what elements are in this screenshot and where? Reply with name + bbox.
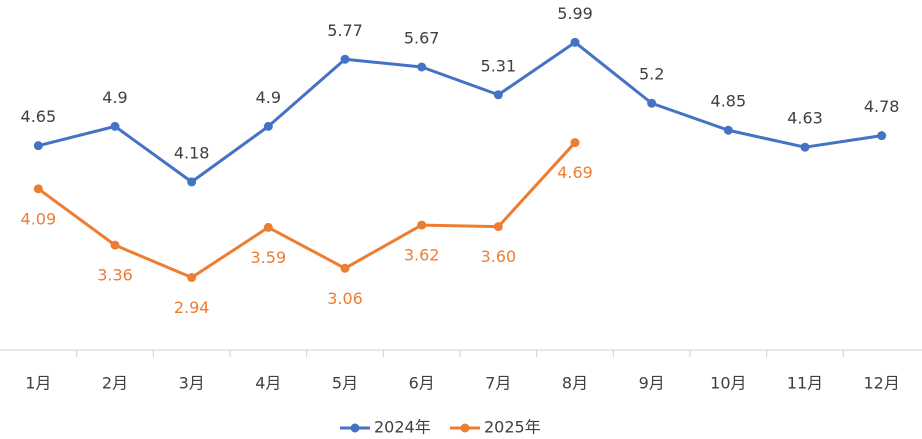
data-point	[570, 37, 580, 47]
data-point	[417, 220, 427, 230]
data-label: 5.77	[327, 21, 363, 40]
data-label: 5.31	[481, 56, 517, 75]
data-point	[877, 131, 887, 141]
data-point	[33, 141, 43, 151]
series-line	[37, 141, 577, 280]
legend-marker	[460, 423, 470, 433]
x-tick-label: 1月	[25, 374, 51, 393]
data-point	[800, 142, 810, 152]
data-point	[340, 54, 350, 64]
data-point	[110, 240, 120, 250]
data-label: 5.2	[639, 65, 664, 84]
x-tick-label: 5月	[332, 374, 358, 393]
data-point	[187, 273, 197, 283]
x-tick-label: 3月	[179, 374, 205, 393]
data-point	[493, 90, 503, 100]
data-point	[187, 177, 197, 187]
data-label: 4.65	[21, 107, 57, 126]
data-point	[570, 138, 580, 148]
data-point	[417, 62, 427, 72]
x-tick-label: 7月	[485, 374, 511, 393]
x-tick-label: 4月	[255, 374, 281, 393]
data-point	[647, 98, 657, 108]
x-tick-label: 8月	[562, 374, 588, 393]
series-line	[37, 40, 882, 184]
data-label: 4.09	[21, 209, 57, 228]
data-label: 3.62	[404, 246, 440, 265]
data-point	[723, 125, 733, 135]
data-label: 4.85	[711, 92, 747, 111]
data-label: 4.78	[864, 97, 900, 116]
data-label: 4.69	[557, 163, 593, 182]
data-point	[263, 121, 273, 131]
data-label: 3.59	[251, 248, 287, 267]
data-point	[263, 222, 273, 232]
x-tick-label: 11月	[787, 374, 823, 393]
legend-marker	[350, 423, 360, 433]
data-label: 3.36	[97, 266, 133, 285]
x-tick-label: 6月	[409, 374, 435, 393]
x-tick-label: 9月	[639, 374, 665, 393]
x-tick-label: 2月	[102, 374, 128, 393]
data-point	[340, 263, 350, 273]
data-label: 5.99	[557, 4, 593, 23]
data-point	[33, 184, 43, 194]
data-label: 2.94	[174, 298, 210, 317]
data-label: 3.06	[327, 289, 363, 308]
data-label: 3.60	[481, 247, 517, 266]
data-label: 5.67	[404, 29, 440, 48]
legend-label: 2025年	[484, 418, 541, 437]
data-point	[493, 222, 503, 232]
x-tick-label: 10月	[710, 374, 746, 393]
data-label: 4.63	[787, 109, 823, 128]
data-label: 4.9	[102, 88, 127, 107]
data-point	[110, 121, 120, 131]
data-label: 4.18	[174, 143, 210, 162]
x-tick-label: 12月	[863, 374, 899, 393]
legend-label: 2024年	[374, 418, 431, 437]
data-label: 4.9	[256, 88, 281, 107]
